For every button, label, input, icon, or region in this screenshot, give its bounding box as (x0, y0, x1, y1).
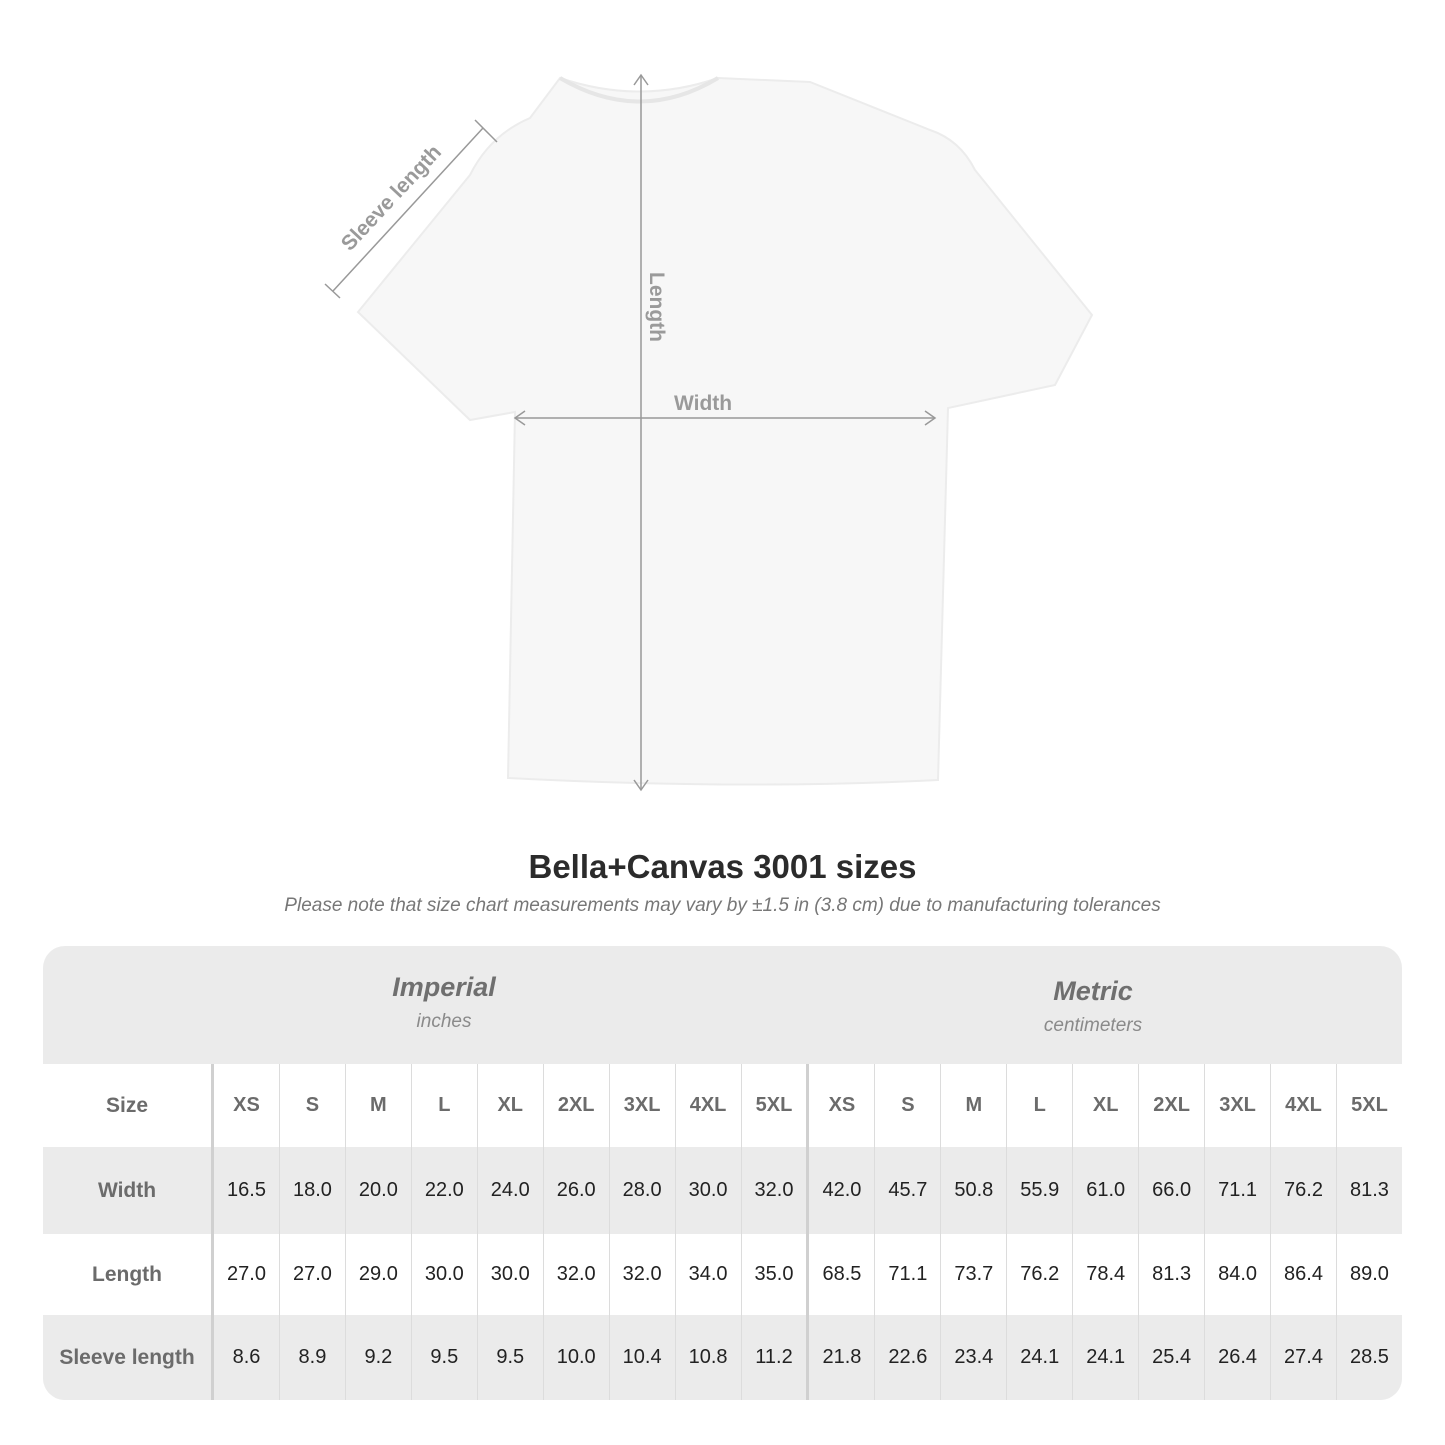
metric-value-cell: 22.6 (874, 1315, 941, 1400)
imperial-size-header: 3XL (608, 1064, 676, 1147)
metric-value-cell: 73.7 (940, 1234, 1007, 1315)
metric-size-header: XL (1072, 1064, 1139, 1147)
imperial-value-cell: 8.6 (211, 1315, 280, 1400)
table-row: Width 16.5 18.0 20.0 22.0 24.0 26.0 28.0 30.0 32.… (43, 1147, 1402, 1234)
metric-value-cell: 25.4 (1138, 1315, 1205, 1400)
row-header: Length (43, 1234, 213, 1315)
imperial-size-header: S (278, 1064, 346, 1147)
imperial-value-cell: 30.0 (674, 1147, 742, 1234)
imperial-label: Imperial (392, 972, 496, 1002)
metric-value-cell: 50.8 (940, 1147, 1007, 1234)
width-label: Width (674, 392, 732, 415)
imperial-value-cell: 27.0 (211, 1234, 280, 1315)
tshirt-body (356, 76, 1094, 786)
metric-size-header: 2XL (1138, 1064, 1205, 1147)
imperial-size-header: XS (211, 1064, 280, 1147)
metric-value-cell: 21.8 (806, 1315, 875, 1400)
metric-size-header: L (1006, 1064, 1073, 1147)
imperial-value-cell: 28.0 (608, 1147, 676, 1234)
tshirt-collar (558, 76, 720, 104)
table-row: Length 27.0 27.0 29.0 30.0 30.0 32.0 32.0 34.0 35… (43, 1234, 1402, 1315)
metric-size-header: XS (806, 1064, 875, 1147)
imperial-value-cell: 22.0 (410, 1147, 478, 1234)
imperial-value-cell: 11.2 (740, 1315, 808, 1400)
chart-title: Bella+Canvas 3001 sizes (528, 848, 917, 885)
metric-value-cell: 66.0 (1138, 1147, 1205, 1234)
row-header: Sleeve length (43, 1315, 213, 1400)
imperial-value-cell: 18.0 (278, 1147, 346, 1234)
imperial-value-cell: 16.5 (211, 1147, 280, 1234)
metric-size-header: 3XL (1204, 1064, 1271, 1147)
row-header: Size (43, 1064, 213, 1147)
imperial-value-cell: 9.2 (344, 1315, 412, 1400)
size-grid: Size XS S M L XL 2XL 3XL 4XL 5XL XS S M L XL 2XL 3XL 4XL 5… (43, 1064, 1402, 1400)
length-label: Length (645, 272, 668, 342)
metric-value-cell: 76.2 (1270, 1147, 1337, 1234)
metric-value-cell: 68.5 (806, 1234, 875, 1315)
metric-value-cell: 27.4 (1270, 1315, 1337, 1400)
imperial-value-cell: 32.0 (608, 1234, 676, 1315)
tolerance-note: Please note that size chart measurements… (284, 895, 1161, 916)
metric-label: Metric (1053, 976, 1133, 1006)
imperial-value-cell: 29.0 (344, 1234, 412, 1315)
row-header: Width (43, 1147, 213, 1234)
metric-size-header: M (940, 1064, 1007, 1147)
imperial-value-cell: 27.0 (278, 1234, 346, 1315)
imperial-size-header: 2XL (542, 1064, 610, 1147)
metric-value-cell: 84.0 (1204, 1234, 1271, 1315)
imperial-size-header: L (410, 1064, 478, 1147)
imperial-value-cell: 10.4 (608, 1315, 676, 1400)
metric-value-cell: 71.1 (1204, 1147, 1271, 1234)
imperial-value-cell: 30.0 (476, 1234, 544, 1315)
unit-header: Imperial inches Metric centimeters (43, 946, 1402, 1064)
imperial-value-cell: 10.0 (542, 1315, 610, 1400)
metric-value-cell: 28.5 (1335, 1315, 1402, 1400)
metric-value-cell: 78.4 (1072, 1234, 1139, 1315)
metric-size-header: 5XL (1335, 1064, 1402, 1147)
sleeve-dimension-line (332, 127, 484, 292)
imperial-value-cell: 9.5 (410, 1315, 478, 1400)
metric-value-cell: 55.9 (1006, 1147, 1073, 1234)
metric-value-cell: 45.7 (874, 1147, 941, 1234)
metric-value-cell: 81.3 (1138, 1234, 1205, 1315)
metric-value-cell: 86.4 (1270, 1234, 1337, 1315)
metric-value-cell: 23.4 (940, 1315, 1007, 1400)
imperial-value-cell: 10.8 (674, 1315, 742, 1400)
metric-value-cell: 24.1 (1006, 1315, 1073, 1400)
metric-value-cell: 89.0 (1335, 1234, 1402, 1315)
imperial-value-cell: 35.0 (740, 1234, 808, 1315)
metric-size-header: 4XL (1270, 1064, 1337, 1147)
imperial-size-header: XL (476, 1064, 544, 1147)
tshirt-diagram: Sleeve length Length Width (324, 73, 1094, 792)
imperial-value-cell: 30.0 (410, 1234, 478, 1315)
imperial-value-cell: 34.0 (674, 1234, 742, 1315)
imperial-size-header: 5XL (740, 1064, 808, 1147)
metric-value-cell: 24.1 (1072, 1315, 1139, 1400)
metric-value-cell: 26.4 (1204, 1315, 1271, 1400)
imperial-value-cell: 32.0 (740, 1147, 808, 1234)
size-table: Imperial inches Metric centimeters Size X… (43, 946, 1402, 1400)
imperial-unit: inches (416, 1011, 472, 1032)
metric-unit: centimeters (1043, 1015, 1143, 1036)
metric-value-cell: 71.1 (874, 1234, 941, 1315)
metric-header: Metric centimeters (893, 976, 1293, 1037)
metric-value-cell: 61.0 (1072, 1147, 1139, 1234)
imperial-header: Imperial inches (244, 972, 644, 1033)
imperial-size-header: M (344, 1064, 412, 1147)
table-row: Sleeve length 8.6 8.9 9.2 9.5 9.5 10.0 10.4 10.8… (43, 1315, 1402, 1400)
metric-value-cell: 42.0 (806, 1147, 875, 1234)
imperial-value-cell: 32.0 (542, 1234, 610, 1315)
metric-value-cell: 76.2 (1006, 1234, 1073, 1315)
size-row: Size XS S M L XL 2XL 3XL 4XL 5XL XS S M L XL 2XL 3XL 4XL 5… (43, 1064, 1402, 1147)
imperial-value-cell: 9.5 (476, 1315, 544, 1400)
imperial-size-header: 4XL (674, 1064, 742, 1147)
metric-value-cell: 81.3 (1335, 1147, 1402, 1234)
imperial-value-cell: 24.0 (476, 1147, 544, 1234)
metric-size-header: S (874, 1064, 941, 1147)
imperial-value-cell: 20.0 (344, 1147, 412, 1234)
imperial-value-cell: 8.9 (278, 1315, 346, 1400)
imperial-value-cell: 26.0 (542, 1147, 610, 1234)
